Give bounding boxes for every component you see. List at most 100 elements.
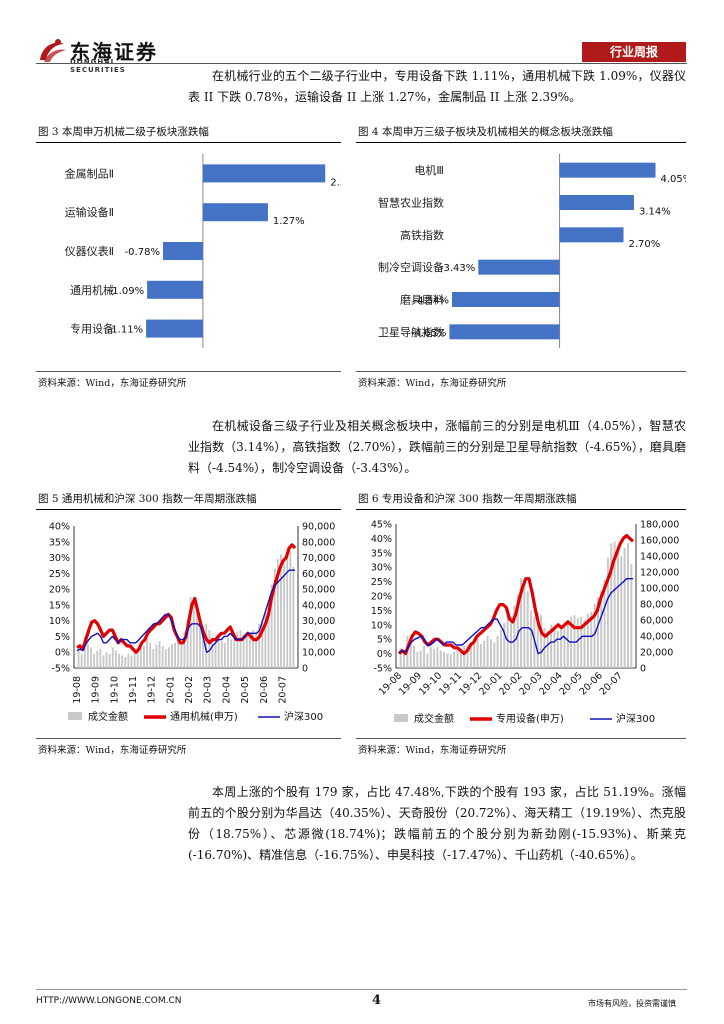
y-left-tick-label: 40% (49, 522, 70, 533)
x-tick-label: 20-07 (598, 670, 625, 697)
volume-bar (90, 647, 92, 668)
data-label: -0.78% (125, 247, 160, 258)
figure-6-source: 资料来源：Wind，东海证券研究所 (358, 745, 507, 756)
volume-bar (516, 594, 519, 668)
figure-5-top-rule (36, 509, 341, 510)
volume-bar (186, 619, 189, 668)
volume-bar (202, 625, 205, 668)
y-right-tick-label: 180,000 (640, 520, 679, 531)
volume-bar (513, 605, 516, 668)
volume-bar (620, 556, 623, 668)
volume-bar (195, 611, 198, 668)
volume-bar (83, 636, 86, 668)
volume-bar (280, 554, 282, 668)
volume-bar (146, 638, 149, 668)
volume-bar (77, 649, 80, 668)
volume-bar (108, 653, 111, 668)
volume-bar (610, 543, 613, 668)
legend-label: 沪深300 (284, 710, 323, 723)
x-tick-label: 19-09 (91, 676, 102, 704)
x-tick-label: 20-03 (203, 676, 214, 704)
volume-bar (245, 634, 248, 668)
figure-3-source: 资料来源：Wind，东海证券研究所 (38, 378, 187, 389)
bar (559, 162, 656, 178)
volume-bar (236, 631, 239, 668)
volume-bar (540, 615, 543, 668)
y-right-tick-label: 40,000 (640, 632, 673, 643)
volume-bar (546, 631, 549, 668)
volume-bar (583, 620, 586, 668)
index-line (398, 577, 633, 655)
x-tick-label: 20-01 (165, 676, 176, 704)
x-tick-label: 19-10 (109, 676, 120, 704)
volume-bar (124, 656, 127, 668)
volume-bar (270, 584, 273, 668)
volume-bar (161, 645, 164, 668)
volume-bar (127, 653, 130, 668)
volume-bar (613, 541, 616, 668)
volume-bar (158, 641, 161, 668)
volume-bar (416, 652, 419, 668)
volume-bar (469, 642, 472, 668)
figure-6-title: 图 6 专用设备和沪深 300 指数一年周期涨跌幅 (358, 493, 577, 505)
y-left-tick-label: 15% (371, 606, 392, 617)
bar (202, 203, 268, 222)
volume-bar (479, 644, 482, 668)
volume-bar (111, 647, 114, 668)
volume-bar (177, 636, 180, 668)
data-label: -3.43% (440, 263, 475, 274)
legend-label: 沪深300 (616, 712, 655, 725)
y-left-tick-label: 0% (377, 649, 392, 660)
index-line (76, 569, 295, 653)
figure-5-chart: 40% 35% 30% 25% 20% 15% 10% 5% 0% -5% 90,000 80,000… (49, 522, 335, 724)
volume-bar (623, 548, 626, 668)
volume-bar (449, 654, 452, 668)
category-label: 磨具磨料 (400, 293, 444, 307)
x-tick-label: 20-05 (240, 676, 251, 704)
volume-bar (530, 610, 533, 668)
y-left-tick-label: 45% (371, 520, 392, 531)
sector-line (397, 533, 635, 656)
volume-bar (136, 649, 139, 668)
y-right-tick-label: 100,000 (640, 584, 679, 595)
volume-bar (473, 637, 476, 668)
volume-bar (563, 626, 566, 668)
footer-disclaimer: 市场有风险，投资需谨慎 (588, 999, 676, 1008)
y-right-tick-label: 120,000 (640, 568, 679, 579)
figure-4-top-rule (356, 142, 686, 143)
data-label: -4.65% (411, 328, 446, 339)
y-left-tick-label: -5% (374, 664, 393, 675)
bar (146, 319, 203, 338)
legend-label: 成交金额 (88, 710, 128, 723)
y-right-tick-label: 0 (302, 664, 308, 675)
footer-url[interactable]: HTTP://WWW.LONGONE.COM.CN (36, 996, 182, 1006)
y-right-tick-label: 80,000 (640, 600, 673, 611)
volume-bar (242, 634, 245, 668)
page-number: 4 (372, 993, 382, 1008)
volume-bar (603, 580, 606, 668)
y-left-tick-label: 0% (55, 648, 70, 659)
volume-bar (273, 568, 276, 668)
volume-bar (399, 648, 402, 668)
volume-bar (426, 653, 429, 668)
x-tick-label: 19-08 (72, 676, 83, 704)
bar (452, 292, 560, 307)
volume-bar (121, 655, 124, 668)
volume-bar (233, 633, 236, 668)
volume-bar (476, 639, 479, 668)
legend-swatch-volume (394, 714, 408, 722)
category-label: 智慧农业指数 (378, 196, 444, 210)
volume-bar (286, 557, 289, 668)
y-left-tick-label: 25% (371, 577, 392, 588)
volume-bar (133, 652, 136, 668)
volume-bar (523, 580, 526, 668)
y-left-tick-label: 10% (371, 620, 392, 631)
y-left-tick-label: -5% (52, 664, 71, 675)
figure-6-top-rule (356, 509, 686, 510)
data-label: 1.27% (273, 216, 305, 227)
volume-bar (143, 645, 145, 668)
figure-4-chart: 电机Ⅲ 4.05% 智慧农业指数 3.14% 高铁指数 2.70% 制冷空调设备-3.43%… (378, 154, 686, 348)
y-left-tick-label: 40% (371, 534, 392, 545)
figure-6-chart: 45% 40% 35% 30% 25% 20% 15% 10% 5% 0% -5% 180,000 16… (371, 520, 679, 726)
category-label: 运输设备Ⅱ (65, 205, 114, 219)
